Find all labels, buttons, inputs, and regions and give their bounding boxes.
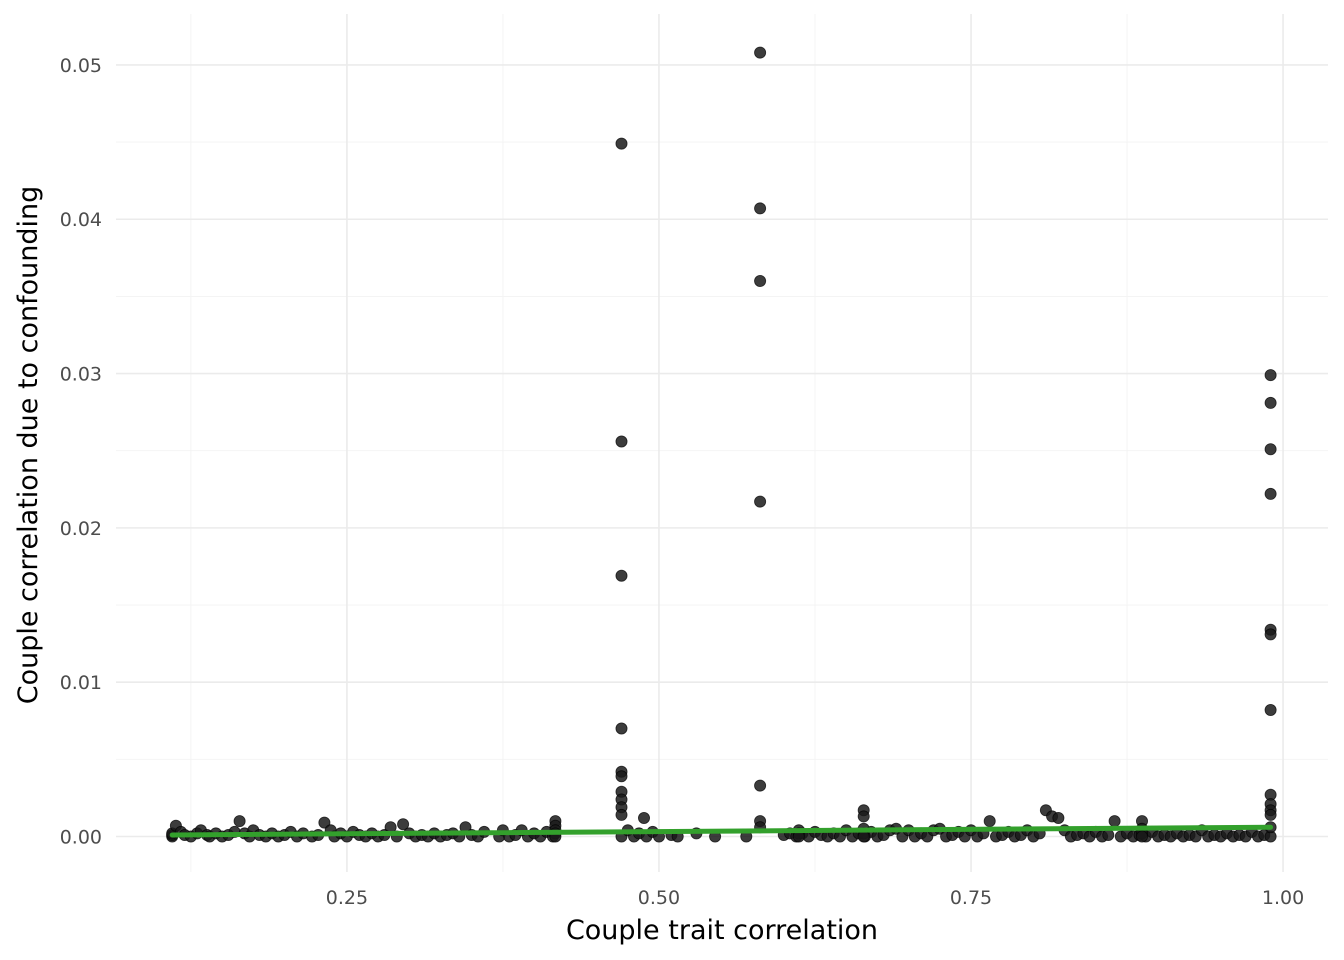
data-point-190 (1264, 808, 1277, 821)
data-point-186 (1264, 704, 1277, 717)
data-point-165 (615, 569, 628, 582)
data-point-183 (1264, 487, 1277, 500)
data-point-185 (1264, 628, 1277, 641)
x-axis-ticks: 0.25 0.50 0.75 1.00 (326, 887, 1304, 909)
data-point-42 (397, 818, 410, 831)
data-point-182 (1264, 443, 1277, 456)
x-tick-label-2: 0.75 (950, 887, 992, 909)
data-point-15 (233, 815, 246, 828)
data-point-117 (983, 815, 996, 828)
y-axis-ticks: 0.00 0.01 0.02 0.03 0.04 0.05 (60, 55, 102, 849)
data-point-180 (1264, 369, 1277, 382)
minor-grid (116, 14, 1328, 872)
x-tick-label-1: 0.50 (638, 887, 680, 909)
data-point-197 (857, 810, 870, 823)
data-point-174 (754, 202, 767, 215)
data-point-128 (1052, 812, 1065, 825)
y-tick-label-4: 0.04 (60, 209, 102, 231)
y-axis-title: Couple correlation due to confounding (13, 186, 44, 705)
data-point-181 (1264, 396, 1277, 409)
data-point-166 (615, 722, 628, 735)
data-point-136 (1102, 829, 1115, 842)
data-point-177 (754, 779, 767, 792)
data-point-163 (615, 137, 628, 150)
data-point-137 (1108, 815, 1121, 828)
y-tick-label-5: 0.05 (60, 55, 102, 77)
y-tick-label-1: 0.01 (60, 672, 102, 694)
x-axis-title: Couple trait correlation (566, 915, 878, 946)
major-grid (116, 14, 1328, 872)
data-point-195 (1136, 830, 1149, 843)
data-point-173 (754, 46, 767, 59)
data-point-172 (615, 808, 628, 821)
fit-line (169, 824, 1274, 838)
x-tick-label-0: 0.25 (326, 887, 368, 909)
data-point-75 (638, 812, 651, 825)
y-tick-label-0: 0.00 (60, 827, 102, 849)
data-point-29 (318, 816, 331, 829)
data-point-164 (615, 435, 628, 448)
data-point-168 (615, 770, 628, 783)
y-tick-label-3: 0.03 (60, 364, 102, 386)
data-points (166, 46, 1277, 843)
data-point-176 (754, 495, 767, 508)
y-tick-label-2: 0.02 (60, 518, 102, 540)
x-tick-label-3: 1.00 (1262, 887, 1304, 909)
data-point-175 (754, 274, 767, 287)
